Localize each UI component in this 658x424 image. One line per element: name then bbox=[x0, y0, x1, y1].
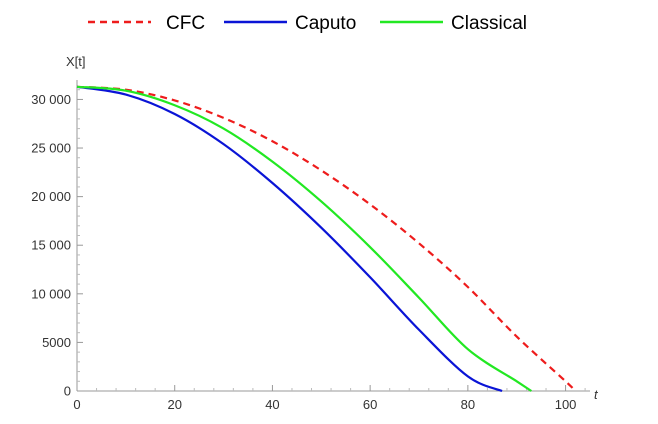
legend: CFC Caputo Classical bbox=[88, 13, 527, 34]
y-tick-label: 5000 bbox=[42, 335, 71, 350]
y-axis-label: X[t] bbox=[66, 54, 86, 69]
x-tick-label: 80 bbox=[461, 397, 475, 412]
legend-label-caputo: Caputo bbox=[295, 13, 356, 34]
series-line-cfc bbox=[76, 85, 577, 392]
y-tick-label: 10 000 bbox=[31, 286, 71, 301]
x-tick-label: 40 bbox=[265, 397, 279, 412]
axis-ticks: 0 20 40 60 80 100 0 5000 10 000 15 000 20 000 25 00… bbox=[31, 89, 586, 412]
y-tick-label: 25 000 bbox=[31, 141, 71, 156]
x-tick-label: 0 bbox=[73, 397, 80, 412]
y-tick-label: 0 bbox=[64, 384, 71, 399]
y-tick-label: 20 000 bbox=[31, 189, 71, 204]
x-axis-label: t bbox=[594, 387, 599, 402]
series-line-caputo bbox=[76, 85, 503, 393]
x-tick-label: 100 bbox=[555, 397, 577, 412]
series-group bbox=[76, 85, 577, 393]
series-line-classical bbox=[76, 85, 532, 392]
y-tick-label: 30 000 bbox=[31, 92, 71, 107]
legend-label-classical: Classical bbox=[451, 13, 527, 34]
x-tick-label: 20 bbox=[167, 397, 181, 412]
x-tick-label: 60 bbox=[363, 397, 377, 412]
y-tick-label: 15 000 bbox=[31, 238, 71, 253]
legend-label-cfc: CFC bbox=[166, 13, 205, 34]
